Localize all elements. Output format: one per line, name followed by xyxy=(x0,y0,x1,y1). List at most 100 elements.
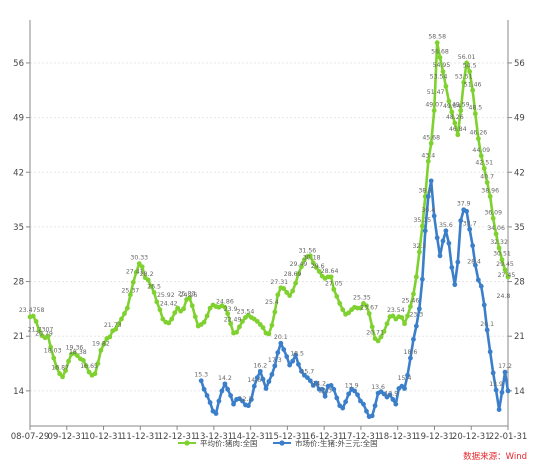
data-point xyxy=(455,259,461,265)
data-point xyxy=(204,393,210,398)
data-point xyxy=(366,311,372,316)
data-point xyxy=(169,316,175,322)
data-point xyxy=(411,291,416,297)
data-label: 32.32 xyxy=(490,239,508,246)
data-label: 17.2 xyxy=(498,363,512,370)
data-point xyxy=(245,403,251,409)
data-point xyxy=(346,391,352,397)
data-label: 12.2 xyxy=(239,396,253,403)
data-point xyxy=(505,274,511,280)
data-point xyxy=(172,310,178,316)
data-point xyxy=(287,362,293,368)
data-point xyxy=(60,374,65,380)
data-label: 42.51 xyxy=(475,159,493,166)
data-point xyxy=(499,257,505,263)
data-label: 31.56 xyxy=(299,248,317,255)
data-point xyxy=(390,313,396,319)
data-point xyxy=(192,314,198,320)
data-point xyxy=(301,257,307,263)
data-point xyxy=(130,279,136,285)
data-point xyxy=(148,283,154,289)
data-point xyxy=(358,398,363,404)
x-tick-label: 15-12-31 xyxy=(268,432,307,442)
data-point xyxy=(355,392,360,398)
data-point xyxy=(437,55,443,60)
data-label: 18.38 xyxy=(69,349,87,356)
data-point xyxy=(490,215,496,221)
data-point xyxy=(405,313,410,319)
data-point xyxy=(313,265,319,270)
data-label: 13.6 xyxy=(371,384,385,391)
data-point xyxy=(63,368,68,373)
data-point xyxy=(293,352,299,358)
data-point xyxy=(275,350,281,356)
data-point xyxy=(331,286,337,292)
data-point xyxy=(124,305,130,311)
data-point xyxy=(502,267,508,273)
data-label: 16.2 xyxy=(253,362,267,369)
data-point xyxy=(408,304,413,309)
data-point xyxy=(419,276,425,282)
x-tick-label: 17-12-31 xyxy=(342,432,381,442)
data-point xyxy=(402,386,407,391)
data-point xyxy=(36,328,42,333)
data-label: 20.1 xyxy=(274,334,288,341)
data-label: 29.6 xyxy=(311,263,325,270)
data-point xyxy=(122,311,127,316)
data-point xyxy=(387,392,393,398)
data-point xyxy=(319,386,325,392)
data-label: 30.33 xyxy=(130,255,148,262)
data-label: 53.54 xyxy=(430,73,448,80)
data-point xyxy=(425,194,431,199)
data-point xyxy=(487,194,493,199)
y-tick-label: 56 xyxy=(13,59,24,69)
data-label: 56.68 xyxy=(431,48,449,55)
data-point xyxy=(113,326,119,332)
data-label: 23.3 xyxy=(409,312,423,319)
data-point xyxy=(151,290,157,295)
data-point xyxy=(340,405,346,411)
data-label: 23.9 xyxy=(224,306,238,313)
data-label: 24.42 xyxy=(160,301,178,308)
data-label: 27.45 xyxy=(498,272,516,279)
data-label: 23.54 xyxy=(387,307,405,314)
data-point xyxy=(331,386,337,392)
y-tick-label: 49 xyxy=(13,114,24,124)
data-point xyxy=(490,370,496,376)
data-point xyxy=(74,353,80,359)
data-point xyxy=(92,371,98,377)
data-label: 32.3 xyxy=(412,243,426,250)
data-point xyxy=(487,349,493,355)
data-label: 36.09 xyxy=(484,209,502,216)
data-point xyxy=(322,393,328,399)
data-point xyxy=(343,399,349,405)
data-point xyxy=(399,315,405,320)
data-point xyxy=(154,299,160,305)
data-label: 14.6 xyxy=(247,377,261,384)
data-label: 23.4758 xyxy=(19,307,45,314)
data-point xyxy=(127,292,133,298)
data-label: 34.06 xyxy=(487,225,505,232)
data-point xyxy=(237,324,242,330)
data-point xyxy=(464,60,470,66)
data-point xyxy=(207,400,213,405)
data-point xyxy=(384,321,390,327)
data-point xyxy=(284,290,290,295)
data-label: 16.65 xyxy=(80,363,98,370)
data-point xyxy=(422,228,428,234)
data-label: 37.9 xyxy=(457,201,471,208)
data-label: 35.6 xyxy=(439,222,453,229)
data-label: 21.73 xyxy=(104,322,122,329)
data-point xyxy=(201,319,207,325)
data-point xyxy=(139,264,145,270)
data-point xyxy=(254,375,260,380)
data-label: 19.36 xyxy=(66,344,84,351)
data-point xyxy=(449,109,455,115)
data-point xyxy=(30,313,36,319)
data-label: 14.2 xyxy=(312,380,326,387)
data-point xyxy=(83,363,89,369)
source-note: 数据来源：Wind xyxy=(463,451,527,462)
legend-swatch-dot xyxy=(184,440,190,446)
data-point xyxy=(95,361,101,366)
